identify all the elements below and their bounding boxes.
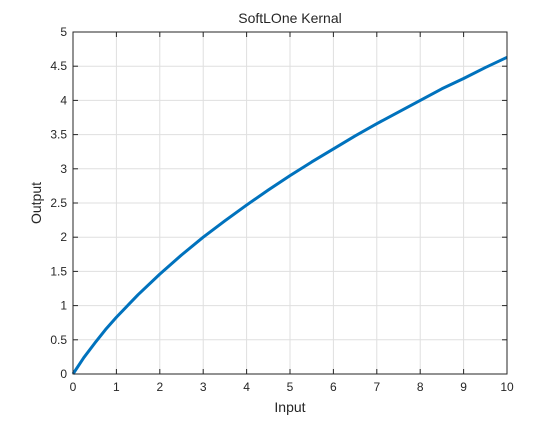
x-tick-label: 9 — [460, 380, 467, 394]
x-tick-label: 4 — [243, 380, 250, 394]
x-tick-label: 0 — [70, 380, 77, 394]
grid — [72, 31, 508, 375]
y-axis-label: Output — [28, 182, 44, 224]
tick-marks — [72, 31, 508, 375]
y-tick-label: 5 — [60, 25, 67, 39]
chart-title: SoftLOne Kernal — [238, 10, 342, 26]
series-line-0 — [71, 55, 508, 375]
y-tick-label: 4.5 — [50, 59, 67, 73]
x-tick-label: 1 — [113, 380, 120, 394]
x-tick-label: 3 — [200, 380, 207, 394]
x-tick-label: 2 — [156, 380, 163, 394]
y-tick-label: 2 — [60, 230, 67, 244]
y-tick-label: 0.5 — [50, 333, 67, 347]
y-tick-label: 1.5 — [50, 264, 67, 278]
y-tick-label: 3 — [60, 162, 67, 176]
y-tick-label: 0 — [60, 367, 67, 381]
x-axis-label: Input — [274, 399, 305, 415]
x-tick-label: 10 — [500, 380, 514, 394]
y-tick-label: 1 — [60, 299, 67, 313]
series-layer — [71, 55, 508, 375]
x-tick-label: 7 — [373, 380, 380, 394]
x-tick-label: 6 — [330, 380, 337, 394]
x-tick-labels: 0 1 2 3 4 5 6 7 8 9 10 — [70, 380, 514, 394]
y-tick-label: 4 — [60, 93, 67, 107]
x-tick-label: 8 — [417, 380, 424, 394]
y-tick-label: 3.5 — [50, 128, 67, 142]
y-tick-label: 2.5 — [50, 196, 67, 210]
y-tick-labels: 0 0.5 1 1.5 2 2.5 3 3.5 4 4.5 5 — [50, 25, 67, 381]
x-tick-label: 5 — [287, 380, 294, 394]
